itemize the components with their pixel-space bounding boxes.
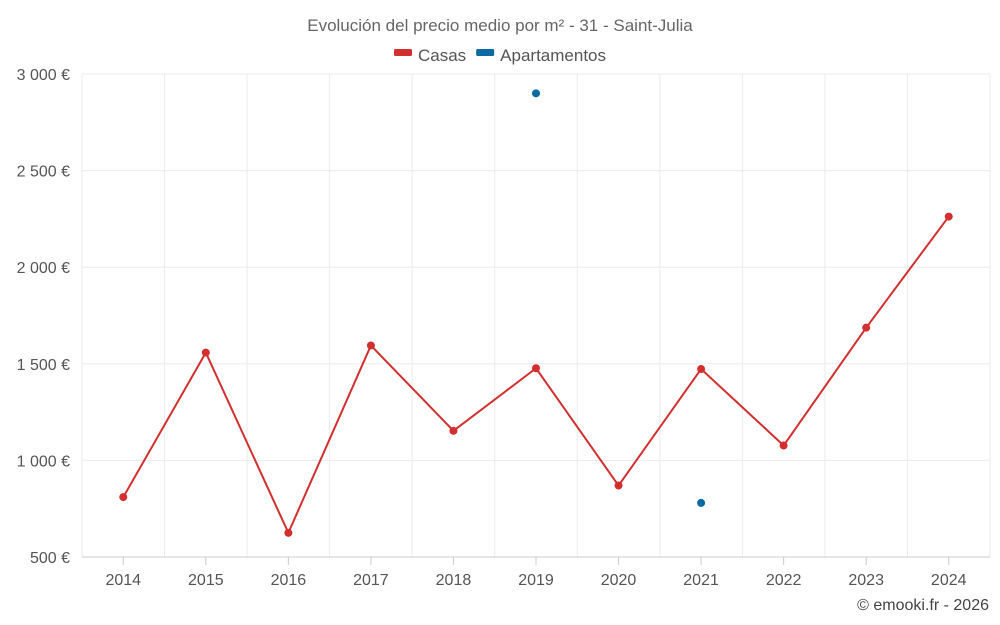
series-casas [119, 212, 953, 537]
y-tick-label: 3 000 € [17, 67, 70, 84]
y-tick-label: 500 € [30, 550, 70, 567]
credit-text: © emooki.fr - 2026 [857, 597, 989, 614]
y-tick-label: 1 500 € [17, 357, 70, 374]
y-gridlines [82, 73, 990, 461]
x-tick-label: 2022 [766, 572, 802, 589]
x-tick-label: 2019 [518, 572, 554, 589]
legend-item-casas[interactable]: Casas [393, 46, 466, 65]
chart-title: Evolución del precio medio por m² - 31 -… [307, 16, 693, 35]
x-tick-label: 2014 [105, 572, 141, 589]
x-axis-ticks: 2014 2015 2016 2017 2018 2019 2020 2021 2022 2023… [105, 557, 967, 589]
data-point-casas-2014[interactable] [119, 493, 128, 502]
series-layer [119, 89, 953, 537]
legend-swatch [476, 49, 495, 56]
data-point-casas-2021[interactable] [697, 365, 706, 374]
x-tick-label: 2017 [353, 572, 389, 589]
data-point-casas-2022[interactable] [779, 441, 788, 450]
data-point-apartamentos-2019[interactable] [532, 89, 540, 98]
legend-label: Apartamentos [500, 46, 606, 65]
data-point-casas-2015[interactable] [201, 348, 210, 357]
y-axis-ticks: 500 € 1 000 € 1 500 € 2 000 € 2 500 € 3 000 € [17, 67, 70, 567]
x-tick-label: 2015 [188, 572, 224, 589]
x-tick-label: 2020 [601, 572, 637, 589]
data-point-casas-2018[interactable] [449, 426, 458, 435]
x-tick-label: 2024 [931, 572, 967, 589]
x-tick-label: 2021 [683, 572, 719, 589]
series-apartamentos [532, 89, 706, 507]
y-tick-label: 1 000 € [17, 453, 70, 470]
x-tick-label: 2018 [436, 572, 472, 589]
x-tick-label: 2016 [271, 572, 307, 589]
x-tick-label: 2023 [848, 572, 884, 589]
data-point-apartamentos-2021[interactable] [697, 498, 706, 507]
data-point-casas-2019[interactable] [532, 364, 540, 373]
y-tick-label: 2 500 € [17, 164, 70, 181]
legend-item-apartamentos[interactable]: Apartamentos [476, 46, 606, 65]
x-gridlines [81, 74, 991, 557]
data-point-casas-2020[interactable] [614, 481, 623, 490]
legend-label: Casas [418, 46, 466, 65]
data-point-casas-2016[interactable] [284, 528, 293, 537]
legend: Casas Apartamentos [393, 46, 606, 65]
y-tick-label: 2 000 € [17, 260, 70, 277]
data-point-casas-2024[interactable] [944, 212, 953, 221]
legend-swatch [393, 49, 412, 56]
data-point-casas-2023[interactable] [862, 323, 871, 332]
data-point-casas-2017[interactable] [366, 341, 375, 350]
